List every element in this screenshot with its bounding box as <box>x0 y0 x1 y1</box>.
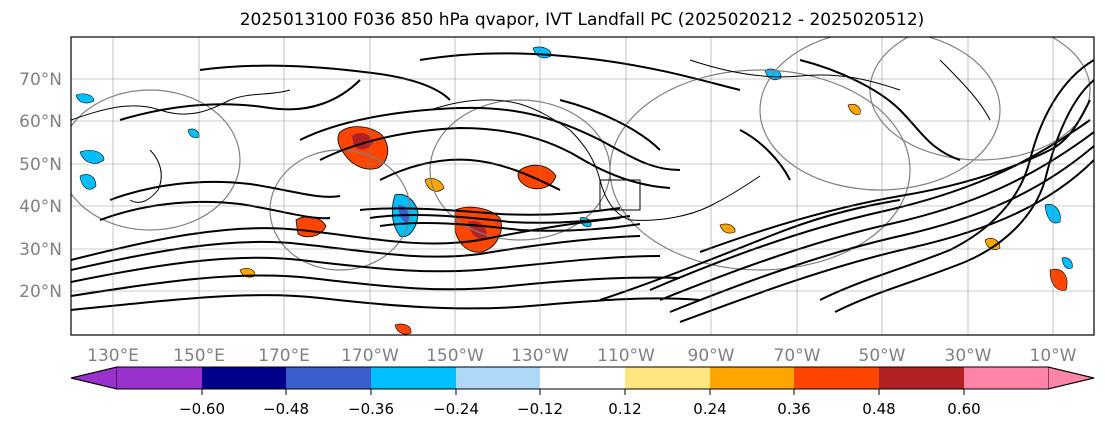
colorbar-tick-label: 0.12 <box>608 400 641 418</box>
colorbar-ticks <box>201 389 965 395</box>
lon-label: 110°W <box>597 346 655 366</box>
lat-label: 20°N <box>19 282 62 302</box>
colorbar-tick-label: −0.36 <box>348 400 394 418</box>
colorbar-tick-labels: −0.60 −0.48 −0.36 −0.24 −0.12 0.12 0.24 … <box>179 400 981 418</box>
lon-label: 30°W <box>945 346 992 366</box>
lat-label: 60°N <box>19 112 62 132</box>
lon-label: 170°E <box>258 346 310 366</box>
lon-label: 90°W <box>688 346 735 366</box>
coastlines <box>71 59 991 221</box>
shaded-anomaly-fields <box>75 46 1073 335</box>
lon-label: 130°E <box>87 346 139 366</box>
colorbar-tick-label: −0.48 <box>263 400 309 418</box>
lon-label: 130°W <box>511 346 569 366</box>
colorbar: −0.60 −0.48 −0.36 −0.24 −0.12 0.12 0.24 … <box>70 366 1095 418</box>
lat-label: 50°N <box>19 155 62 175</box>
colorbar-segment <box>117 367 202 389</box>
colorbar-tick-label: −0.12 <box>517 400 563 418</box>
map-frame <box>70 36 1095 336</box>
colorbar-extend-max <box>1047 366 1095 390</box>
lon-label: 150°W <box>426 346 484 366</box>
colorbar-extend-min <box>70 366 118 390</box>
lon-label: 50°W <box>859 346 906 366</box>
colorbar-tick-label: 0.36 <box>777 400 810 418</box>
colorbar-tick-label: −0.60 <box>179 400 225 418</box>
map-panel <box>71 37 1094 335</box>
lat-label: 70°N <box>19 70 62 90</box>
colorbar-outline <box>70 366 1095 390</box>
colorbar-tick-label: 0.24 <box>693 400 726 418</box>
colorbar-segment <box>540 367 625 389</box>
lon-label: 70°W <box>774 346 821 366</box>
gridlines <box>71 37 1094 335</box>
colorbar-segment <box>879 367 964 389</box>
colorbar-segment <box>202 367 286 389</box>
colorbar-segment <box>964 367 1048 389</box>
colorbar-tick-label: 0.48 <box>862 400 895 418</box>
colorbar-segment <box>625 367 710 389</box>
lat-label: 30°N <box>19 240 62 260</box>
lon-label: 170°W <box>341 346 399 366</box>
lon-label: 10°W <box>1030 346 1077 366</box>
longitude-labels: 130°E 150°E 170°E 170°W 150°W 130°W 110°… <box>87 346 1077 366</box>
colorbar-segment <box>286 367 371 389</box>
colorbar-segment <box>710 367 794 389</box>
colorbar-tick-label: 0.60 <box>947 400 980 418</box>
colorbar-segments <box>117 367 1048 389</box>
figure-title: 2025013100 F036 850 hPa qvapor, IVT Land… <box>240 10 925 30</box>
colorbar-tick-label: −0.24 <box>433 400 479 418</box>
latitude-labels: 70°N 60°N 50°N 40°N 30°N 20°N <box>19 70 62 302</box>
colorbar-segment <box>794 367 879 389</box>
lon-label: 150°E <box>173 346 225 366</box>
lat-label: 40°N <box>19 197 62 217</box>
colorbar-segment <box>371 367 456 389</box>
colorbar-segment <box>456 367 540 389</box>
